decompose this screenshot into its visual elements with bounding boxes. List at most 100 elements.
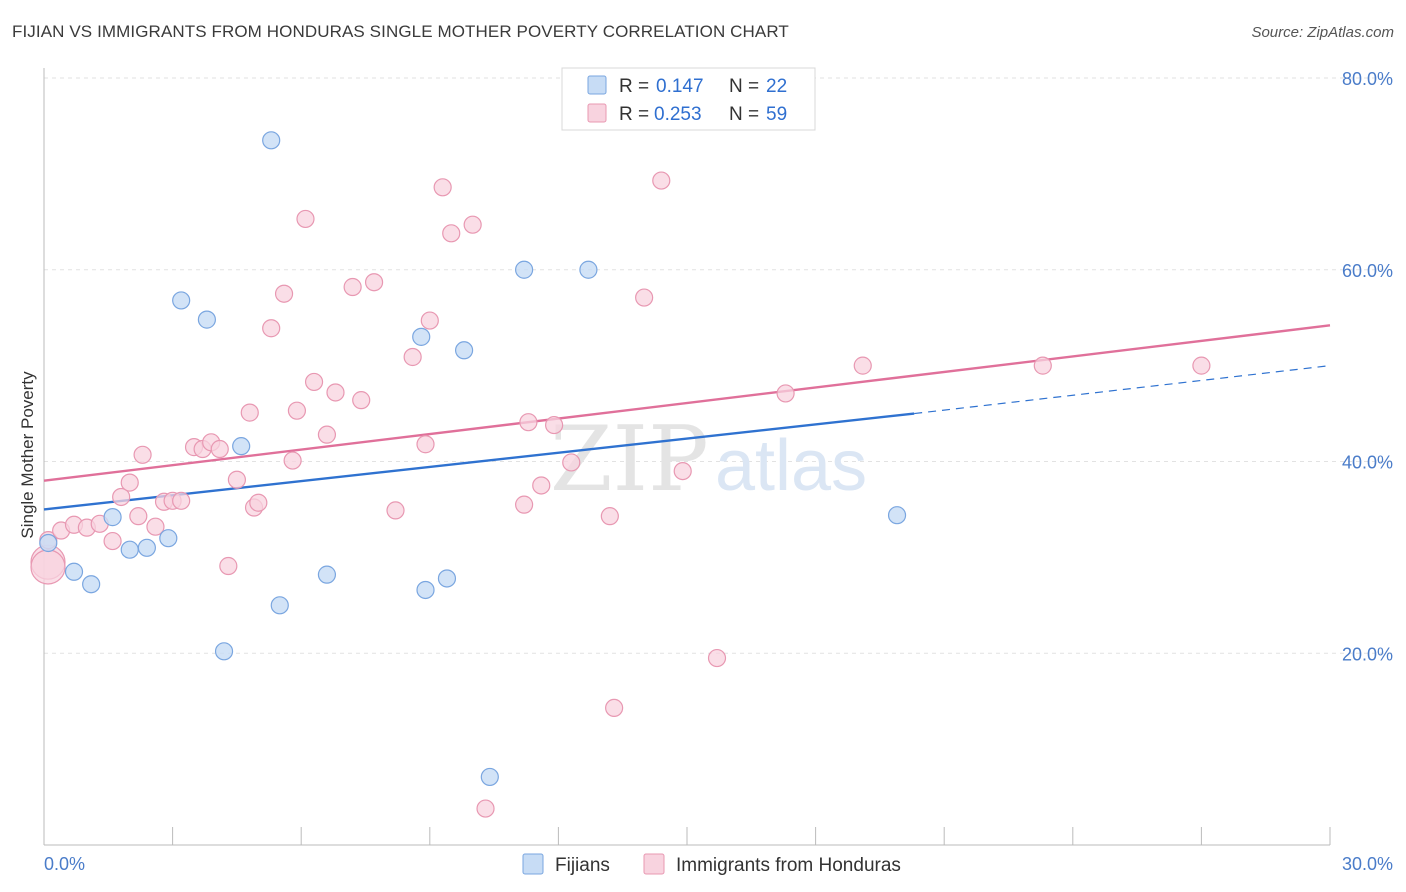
honduras-point-43	[515, 495, 534, 514]
honduras-point-28	[296, 209, 315, 229]
honduras-point-7	[112, 487, 131, 507]
source-label: Source: ZipAtlas.com	[1251, 24, 1394, 41]
fijian-point-1	[64, 562, 84, 581]
chart-title: FIJIAN VS IMMIGRANTS FROM HONDURAS SINGL…	[12, 22, 789, 41]
honduras-point-39	[433, 178, 452, 197]
fijian-points	[39, 131, 907, 787]
fijian-point-9	[214, 642, 234, 661]
honduras-point-45	[532, 476, 551, 495]
legend-n-label-2: N =	[729, 104, 759, 125]
honduras-point-40	[442, 224, 461, 243]
fijian-point-5	[137, 538, 156, 557]
series-legend: Fijians Immigrants from Honduras	[522, 853, 901, 876]
fijian-point-8	[197, 310, 216, 329]
fijian-point-19	[515, 260, 534, 279]
honduras-point-57	[1192, 356, 1211, 375]
honduras-points	[30, 171, 1211, 818]
fijian-point-12	[270, 596, 289, 615]
honduras-point-56	[1033, 356, 1052, 375]
correlation-legend: R = 0.147 N = 22 R = 0.253 N = 59	[561, 67, 816, 131]
axes	[43, 68, 1331, 846]
honduras-point-36	[403, 347, 422, 367]
y-tick-label-3: 80.0%	[1342, 69, 1393, 89]
fijian-point-4	[120, 540, 139, 559]
x-tick-label-1: 30.0%	[1342, 854, 1393, 874]
honduras-point-51	[652, 171, 671, 190]
honduras-point-44	[519, 413, 538, 432]
fijians-bottom-swatch	[522, 853, 544, 875]
honduras-point-23	[249, 493, 268, 512]
honduras-point-29	[304, 372, 324, 392]
fijians-legend-swatch	[587, 75, 607, 95]
legend-n-label-1: N =	[729, 76, 759, 97]
fijian-point-11	[262, 131, 281, 150]
x-tick-label-0: 0.0%	[44, 854, 85, 874]
honduras-point-31	[326, 383, 345, 402]
fijian-point-18	[480, 767, 499, 787]
honduras-point-46	[545, 415, 564, 435]
honduras-point-9	[129, 507, 148, 526]
fijian-point-15	[416, 580, 435, 600]
y-tick-label-1: 40.0%	[1342, 453, 1393, 473]
honduras-point-55	[853, 356, 872, 375]
honduras-point-8	[120, 473, 139, 492]
y-tick-label-2: 60.0%	[1342, 261, 1393, 281]
watermark-atlas: atlas	[715, 426, 867, 506]
legend-r-value-1: 0.147	[656, 76, 704, 97]
honduras-point-53	[707, 648, 727, 668]
fijian-point-14	[412, 327, 431, 346]
honduras-point-27	[287, 401, 307, 420]
honduras-point-24	[262, 319, 281, 338]
fijian-point-2	[82, 575, 101, 594]
legend-r-label-1: R =	[619, 76, 649, 97]
honduras-point-42	[476, 799, 495, 818]
legend-item-fijians: Fijians	[555, 855, 610, 876]
fijian-point-0	[39, 533, 58, 553]
fijian-point-16	[437, 569, 457, 588]
honduras-point-25	[274, 284, 294, 303]
watermark: ZIP atlas	[550, 407, 867, 512]
fijian-point-20	[579, 260, 598, 279]
honduras-point-50	[635, 288, 654, 307]
fijians-trend-line	[43, 412, 915, 511]
honduras-point-6	[103, 531, 122, 551]
honduras-point-33	[352, 391, 371, 410]
fijian-point-3	[103, 508, 122, 527]
honduras-point-52	[673, 461, 692, 481]
fijian-point-10	[232, 437, 251, 456]
honduras-point-37	[416, 435, 435, 454]
honduras-point-47	[562, 453, 581, 472]
honduras-point-54	[776, 384, 795, 403]
legend-n-value-1: 22	[766, 76, 787, 97]
y-tick-labels: 20.0% 40.0% 60.0% 80.0%	[1342, 69, 1393, 664]
honduras-point-14	[172, 491, 191, 510]
legend-n-value-2: 59	[766, 104, 787, 125]
gridlines	[44, 77, 1392, 654]
honduras-point-48	[600, 507, 619, 526]
honduras-point-35	[386, 501, 405, 520]
fijian-point-6	[159, 529, 178, 548]
legend-item-honduras: Immigrants from Honduras	[676, 855, 901, 876]
fijian-point-17	[454, 341, 474, 360]
honduras-point-18	[210, 439, 229, 459]
honduras-point-49	[605, 698, 624, 717]
honduras-point-38	[420, 311, 439, 330]
honduras-point-26	[283, 451, 302, 470]
fijian-point-13	[317, 565, 337, 584]
honduras-point-34	[364, 273, 384, 292]
honduras-point-30	[317, 425, 337, 444]
honduras-point-32	[343, 277, 362, 297]
fijian-point-21	[887, 506, 907, 525]
trend-lines	[43, 324, 1331, 511]
x-tick-labels: 0.0% 30.0%	[44, 854, 1393, 874]
honduras-point-19	[219, 556, 238, 576]
fijian-point-7	[172, 291, 191, 310]
honduras-point-58	[30, 549, 66, 585]
y-axis-label: Single Mother Poverty	[18, 371, 37, 539]
honduras-point-10	[133, 445, 152, 464]
honduras-trend-line	[43, 324, 1331, 482]
honduras-legend-swatch	[587, 103, 607, 123]
honduras-point-20	[227, 470, 246, 489]
legend-r-label-2: R =	[619, 104, 649, 125]
honduras-point-21	[240, 403, 259, 422]
